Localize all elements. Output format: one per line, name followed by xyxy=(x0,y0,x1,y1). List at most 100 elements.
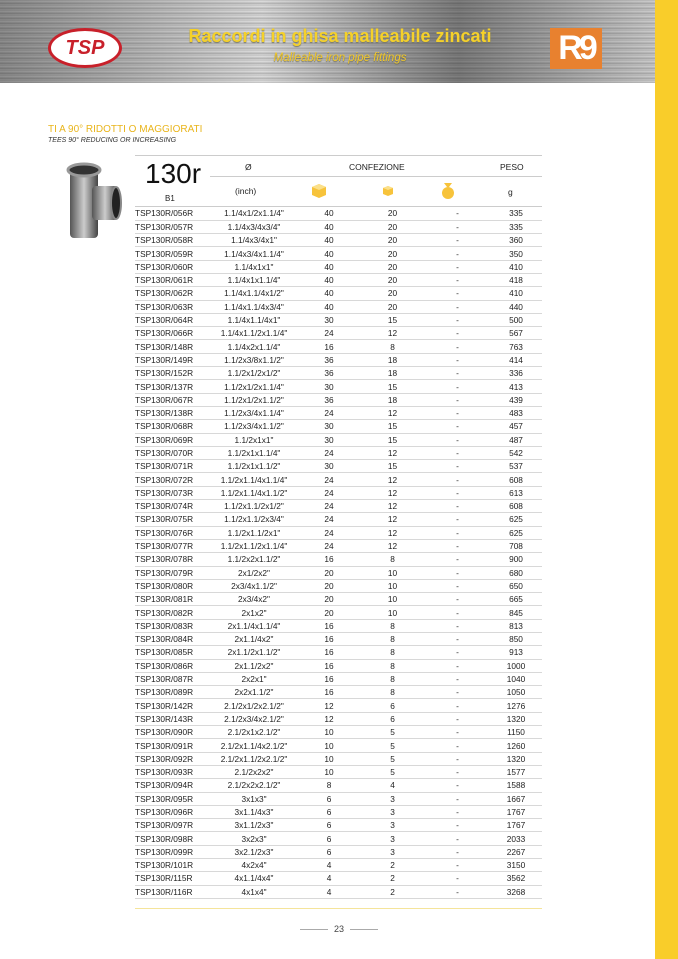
r9-logo: R9 xyxy=(550,28,602,69)
qty-bag: - xyxy=(425,645,490,660)
weight: 1040 xyxy=(490,672,542,687)
qty-bag: - xyxy=(425,446,490,461)
table-row: TSP130R/083R 2x1.1/4x1.1/4" 16 8-813 xyxy=(135,619,542,634)
diameter: 1.1/2x3/4x1.1/2" xyxy=(210,419,298,434)
table-row: TSP130R/068R 1.1/2x3/4x1.1/2" 30 15-457 xyxy=(135,419,542,434)
item-code: TSP130R/067R xyxy=(135,393,210,407)
item-code: TSP130R/059R xyxy=(135,246,210,261)
qty-large-box: 24 xyxy=(298,446,360,461)
table-row: TSP130R/082R 2x1x2" 20 10-845 xyxy=(135,605,542,620)
qty-small-box: 20 xyxy=(360,286,425,301)
diameter: 2.1/2x2x2.1/2" xyxy=(210,778,298,793)
qty-bag: - xyxy=(425,831,490,846)
item-code: TSP130R/081R xyxy=(135,592,210,607)
table-row: TSP130R/137R 1.1/2x1/2x1.1/4" 30 15-413 xyxy=(135,379,542,394)
diameter: 4x2x4" xyxy=(210,858,298,873)
item-code: TSP130R/093R xyxy=(135,765,210,780)
qty-large-box: 6 xyxy=(298,831,360,846)
table-row: TSP130R/075R 1.1/2x1.1/2x3/4" 24 12-625 xyxy=(135,512,542,527)
weight: 413 xyxy=(490,379,542,394)
qty-large-box: 16 xyxy=(298,645,360,660)
item-code: TSP130R/068R xyxy=(135,419,210,434)
table-row: TSP130R/148R 1.1/4x2x1.1/4" 16 8-763 xyxy=(135,339,542,354)
weight: 440 xyxy=(490,300,542,314)
qty-large-box: 24 xyxy=(298,499,360,514)
weight: 608 xyxy=(490,472,542,487)
qty-small-box: 20 xyxy=(360,300,425,314)
qty-bag: - xyxy=(425,845,490,860)
footer-divider xyxy=(135,908,542,909)
qty-large-box: 24 xyxy=(298,472,360,487)
qty-large-box: 16 xyxy=(298,685,360,700)
qty-bag: - xyxy=(425,539,490,554)
qty-small-box: 12 xyxy=(360,499,425,514)
weight: 608 xyxy=(490,499,542,514)
weight: 567 xyxy=(490,326,542,341)
item-code: TSP130R/070R xyxy=(135,446,210,461)
table-row: TSP130R/087R 2x2x1" 16 8-1040 xyxy=(135,672,542,687)
weight: 418 xyxy=(490,273,542,288)
qty-small-box: 3 xyxy=(360,831,425,846)
qty-large-box: 16 xyxy=(298,672,360,687)
diameter: 1.1/4x2x1.1/4" xyxy=(210,339,298,354)
weight: 1588 xyxy=(490,778,542,793)
qty-small-box: 3 xyxy=(360,805,425,820)
item-code: TSP130R/058R xyxy=(135,233,210,248)
table-row: TSP130R/057R 1.1/4x3/4x3/4" 40 20-335 xyxy=(135,220,542,235)
packaging-header: CONFEZIONE xyxy=(349,162,405,172)
qty-bag: - xyxy=(425,792,490,806)
qty-bag: - xyxy=(425,379,490,394)
weight: 763 xyxy=(490,339,542,354)
weight: 537 xyxy=(490,459,542,474)
qty-bag: - xyxy=(425,220,490,235)
item-code: TSP130R/092R xyxy=(135,752,210,766)
diameter: 1.1/4x1/2x1.1/4" xyxy=(210,207,298,221)
weight: 335 xyxy=(490,207,542,221)
qty-small-box: 8 xyxy=(360,552,425,567)
weight: 625 xyxy=(490,512,542,527)
qty-small-box: 12 xyxy=(360,486,425,501)
diameter-unit: (inch) xyxy=(235,186,257,196)
weight: 850 xyxy=(490,632,542,647)
qty-bag: - xyxy=(425,433,490,447)
yellow-side-stripe xyxy=(655,0,678,959)
qty-small-box: 15 xyxy=(360,313,425,328)
weight: 665 xyxy=(490,592,542,607)
qty-bag: - xyxy=(425,472,490,487)
qty-small-box: 20 xyxy=(360,233,425,248)
qty-large-box: 12 xyxy=(298,698,360,713)
table-row: TSP130R/081R 2x3/4x2" 20 10-665 xyxy=(135,592,542,607)
weight: 3268 xyxy=(490,885,542,899)
diameter: 1.1/4x3/4x3/4" xyxy=(210,220,298,235)
diameter: 2.1/2x2x2" xyxy=(210,765,298,780)
qty-bag: - xyxy=(425,765,490,780)
item-code: TSP130R/069R xyxy=(135,433,210,447)
qty-small-box: 20 xyxy=(360,220,425,235)
item-code: TSP130R/060R xyxy=(135,260,210,274)
diameter: 3x1.1/2x3" xyxy=(210,818,298,833)
qty-large-box: 20 xyxy=(298,592,360,607)
qty-bag: - xyxy=(425,672,490,687)
qty-small-box: 12 xyxy=(360,472,425,487)
table-row: TSP130R/073R 1.1/2x1.1/4x1.1/2" 24 12-613 xyxy=(135,486,542,501)
table-row: TSP130R/096R 3x1.1/4x3" 6 3-1767 xyxy=(135,805,542,820)
qty-large-box: 4 xyxy=(298,885,360,899)
item-code: TSP130R/137R xyxy=(135,379,210,394)
item-code: TSP130R/115R xyxy=(135,871,210,886)
product-subcode: B1 xyxy=(165,194,175,203)
qty-small-box: 20 xyxy=(360,207,425,221)
diameter: 2x2x1" xyxy=(210,672,298,687)
qty-bag: - xyxy=(425,738,490,753)
qty-small-box: 18 xyxy=(360,353,425,368)
qty-bag: - xyxy=(425,698,490,713)
section-subtitle: TEES 90° REDUCING OR INCREASING xyxy=(48,137,177,144)
diameter: 1.1/2x1.1/2x1/2" xyxy=(210,499,298,514)
qty-bag: - xyxy=(425,592,490,607)
diameter: 2x1.1/4x2" xyxy=(210,632,298,647)
qty-large-box: 30 xyxy=(298,313,360,328)
item-code: TSP130R/079R xyxy=(135,566,210,580)
divider xyxy=(210,176,542,177)
weight: 457 xyxy=(490,419,542,434)
table-row: TSP130R/074R 1.1/2x1.1/2x1/2" 24 12-608 xyxy=(135,499,542,514)
tee-fitting-image xyxy=(66,162,122,238)
